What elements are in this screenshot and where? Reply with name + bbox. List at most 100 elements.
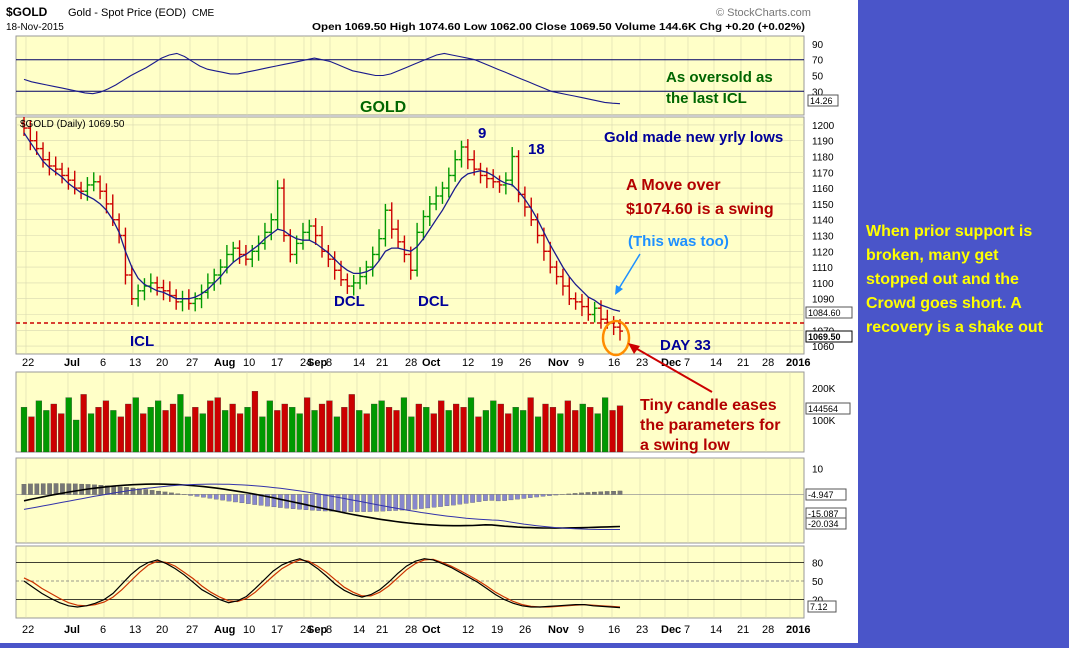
x-tick-bottom-0: 22 — [22, 624, 34, 636]
x-tick-bottom-28: 2016 — [786, 624, 810, 636]
volume-bar-4 — [51, 404, 57, 452]
annotation-tiny-1: Tiny candle eases — [640, 397, 777, 414]
x-tick-price-4: 20 — [156, 357, 168, 369]
date-label: 18-Nov-2015 — [6, 22, 64, 33]
ohlc-label: Open 1069.50 High 1074.60 Low 1062.00 Cl… — [312, 21, 805, 33]
macd-hist-23 — [169, 493, 173, 495]
volume-bar-5 — [58, 414, 64, 452]
volume-bar-28 — [230, 404, 236, 452]
price-value-tag: 1069.50 — [808, 332, 841, 342]
volume-bar-45 — [356, 410, 362, 452]
exchange-label: CME — [192, 8, 215, 19]
volume-bar-39 — [312, 410, 318, 452]
macd-hist-78 — [522, 495, 526, 499]
volume-bar-68 — [528, 398, 534, 452]
macd-hist-48 — [329, 495, 333, 512]
y-tick-price-11: 1170 — [812, 168, 834, 179]
label-dcl-1: DCL — [334, 293, 365, 310]
volume-bar-43 — [341, 407, 347, 452]
volume-bar-73 — [565, 401, 571, 452]
x-tick-price-6: Aug — [214, 357, 235, 369]
volume-bar-48 — [379, 401, 385, 452]
volume-bar-34 — [274, 410, 280, 452]
macd-hist-62 — [419, 495, 423, 509]
volume-bar-24 — [200, 414, 206, 452]
macd-hist-35 — [246, 495, 250, 504]
macd-hist-40 — [278, 495, 282, 508]
volume-bar-9 — [88, 414, 94, 452]
annotation-new-lows: Gold made new yrly lows — [604, 129, 783, 146]
macd-hist-60 — [406, 495, 410, 510]
x-tick-bottom-24: 7 — [684, 624, 690, 636]
label-icl: ICL — [130, 333, 154, 350]
macd-hist-43 — [297, 495, 301, 510]
volume-bar-0 — [21, 407, 27, 452]
x-tick-bottom-6: Aug — [214, 624, 235, 636]
volume-bar-26 — [215, 398, 221, 452]
volume-bar-40 — [319, 404, 325, 452]
volume-bar-64 — [498, 404, 504, 452]
volume-bar-50 — [394, 410, 400, 452]
volume-bar-58 — [453, 404, 459, 452]
volume-bar-71 — [550, 407, 556, 452]
macd-hist-0 — [22, 484, 26, 494]
macd-hist-3 — [41, 484, 45, 495]
x-tick-price-18: 26 — [519, 357, 531, 369]
x-tick-price-1: Jul — [64, 357, 80, 369]
x-tick-price-2: 6 — [100, 357, 106, 369]
x-tick-price-0: 22 — [22, 357, 34, 369]
volume-bar-75 — [580, 404, 586, 452]
volume-bar-55 — [431, 414, 437, 452]
macd-hist-83 — [554, 495, 558, 496]
y-tick-top-1: 50 — [812, 72, 824, 83]
y-tick-price-6: 1120 — [812, 247, 834, 258]
volume-bar-6 — [66, 398, 72, 452]
volume-bar-11 — [103, 401, 109, 452]
annotation-tiny-2: the parameters for — [640, 417, 781, 434]
volume-bar-19 — [163, 410, 169, 452]
macd-hist-74 — [496, 495, 500, 501]
macd-hist-44 — [304, 495, 308, 510]
x-tick-price-8: 17 — [271, 357, 283, 369]
price-legend: $GOLD (Daily) 1069.50 — [20, 119, 125, 130]
x-tick-price-20: 9 — [578, 357, 584, 369]
volume-bar-17 — [148, 407, 154, 452]
annotation-oversold-2: the last ICL — [666, 90, 747, 107]
macd-hist-59 — [400, 495, 404, 511]
volume-bar-74 — [572, 410, 578, 452]
stoch-tag: 7.12 — [810, 602, 828, 612]
macd-hist-5 — [54, 483, 58, 494]
annotation-oversold-1: As oversold as — [666, 69, 773, 86]
volume-bar-32 — [259, 417, 265, 452]
volume-bar-65 — [505, 414, 511, 452]
volume-bar-18 — [155, 401, 161, 452]
x-tick-bottom-7: 10 — [243, 624, 255, 636]
macd-hist-26 — [188, 495, 192, 496]
macd-hist-68 — [458, 495, 462, 505]
x-tick-price-16: 12 — [462, 357, 474, 369]
x-tick-bottom-12: 14 — [353, 624, 365, 636]
macd-hist-93 — [618, 491, 622, 495]
watermark: © StockCharts.com — [716, 7, 811, 19]
side-note: When prior support is broken, many get s… — [866, 220, 1064, 340]
macd-hist-65 — [438, 495, 442, 507]
chart-panel: $GOLD Gold - Spot Price (EOD) CME 18-Nov… — [0, 0, 858, 643]
macd-hist-56 — [381, 495, 385, 512]
volume-bar-60 — [468, 398, 474, 452]
volume-bar-23 — [192, 407, 198, 452]
x-tick-bottom-19: Nov — [548, 624, 570, 636]
macd-hist-53 — [361, 495, 365, 512]
y-tick-price-12: 1180 — [812, 153, 834, 164]
volume-bar-78 — [602, 398, 608, 452]
y-tick-price-3: 1090 — [812, 295, 835, 306]
x-tick-bottom-1: Jul — [64, 624, 80, 636]
y-tick-price-4: 1100 — [812, 279, 834, 290]
x-tick-bottom-27: 28 — [762, 624, 774, 636]
volume-bar-44 — [349, 394, 355, 452]
volume-bar-2 — [36, 401, 42, 452]
x-tick-bottom-16: 12 — [462, 624, 474, 636]
macd-hist-92 — [611, 491, 615, 494]
x-tick-bottom-2: 6 — [100, 624, 106, 636]
volume-bar-41 — [327, 401, 333, 452]
x-tick-price-7: 10 — [243, 357, 255, 369]
